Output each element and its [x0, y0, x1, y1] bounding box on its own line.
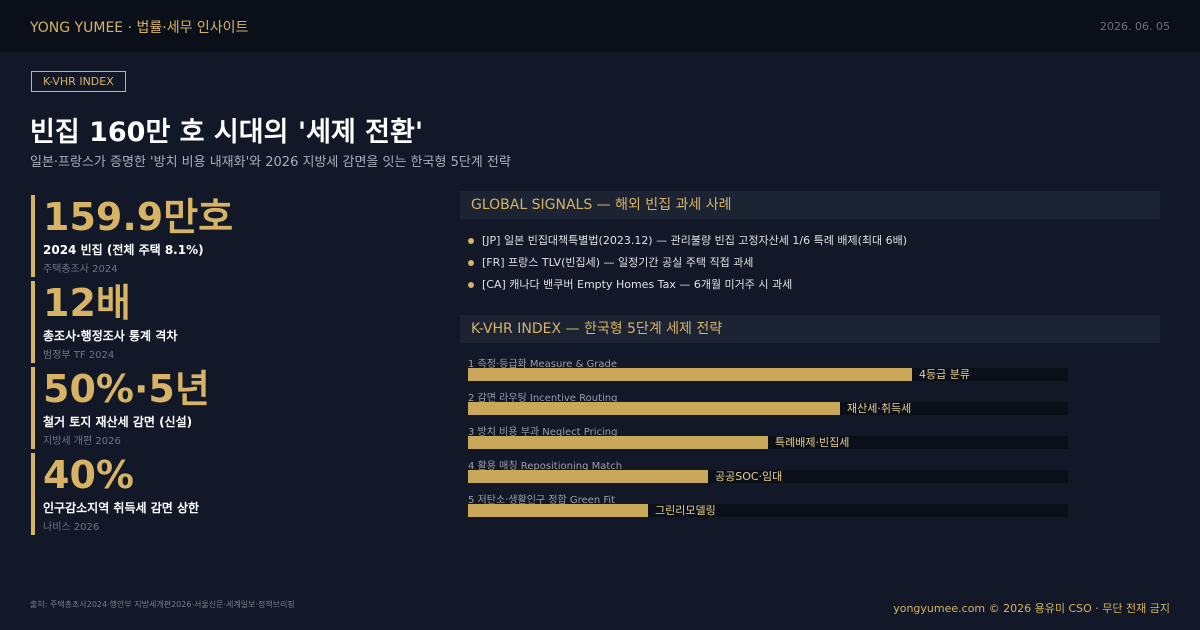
item-label: 1 측정·등급화 Measure & Grade	[468, 359, 618, 370]
bar-track: 그린리모델링	[468, 504, 1068, 517]
stat-value: 40%	[43, 453, 134, 497]
bar-label: 그린리모델링	[655, 504, 716, 517]
bar-track: 공공SOC·임대	[468, 470, 1068, 483]
stat-label: 2024 빈집 (전체 주택 8.1%)	[43, 243, 204, 257]
bar-track: 4등급 분류	[468, 368, 1068, 381]
stat-source: 범정부 TF 2024	[43, 350, 115, 361]
bar	[468, 436, 768, 449]
stat-value: 159.9만호	[43, 195, 234, 239]
stat-source: 나비스 2026	[43, 522, 100, 533]
bar	[468, 368, 912, 381]
bar	[468, 470, 708, 483]
top-bar	[0, 0, 1200, 52]
bar-label: 특례배제·빈집세	[775, 436, 850, 449]
bar	[468, 402, 840, 415]
section-heading: K-VHR INDEX — 한국형 5단계 세제 전략	[460, 315, 1160, 343]
bullet-item: [CA] 캐나다 밴쿠버 Empty Homes Tax — 6개월 미거주 시…	[468, 276, 792, 292]
brand: YONG YUMEE · 법률·세무 인사이트	[30, 20, 249, 36]
date: 2026. 06. 05	[1100, 20, 1170, 33]
stat-block: 159.9만호 2024 빈집 (전체 주택 8.1%) 주택총조사 2024	[31, 195, 411, 277]
bar	[468, 504, 648, 517]
bar-label: 공공SOC·임대	[715, 470, 783, 483]
title: 빈집 160만 호 시대의 '세제 전환'	[30, 117, 424, 148]
item-label: 3 방치 비용 부과 Neglect Pricing	[468, 427, 618, 438]
bullet-item: [JP] 일본 빈집대책특별법(2023.12) — 관리불량 빈집 고정자산세…	[468, 232, 907, 248]
subtitle: 일본·프랑스가 증명한 '방치 비용 내재화'와 2026 지방세 감면을 잇는…	[30, 155, 511, 170]
tag: K-VHR INDEX	[31, 71, 126, 92]
bar-label: 4등급 분류	[919, 368, 970, 381]
stat-value: 12배	[43, 281, 131, 325]
stat-label: 인구감소지역 취득세 감면 상한	[43, 501, 200, 515]
stat-label: 철거 토지 재산세 감면 (신설)	[43, 415, 193, 429]
bullet-item: [FR] 프랑스 TLV(빈집세) — 일정기간 공실 주택 직접 과세	[468, 254, 753, 270]
stat-source: 주택총조사 2024	[43, 264, 118, 275]
item-label: 4 활용 매칭 Repositioning Match	[468, 461, 623, 472]
bar-track: 재산세·취득세	[468, 402, 1068, 415]
bar-label: 재산세·취득세	[847, 402, 912, 415]
item-label: 5 저탄소·생활인구 정합 Green Fit	[468, 495, 616, 506]
stat-value: 50%·5년	[43, 367, 210, 411]
bar-track: 특례배제·빈집세	[468, 436, 1068, 449]
stat-label: 총조사·행정조사 통계 격차	[43, 329, 178, 343]
sources: 출처: 주택총조사2024·행안부 지방세개편2026·서울신문·세계일보·정책…	[30, 600, 295, 609]
section-heading: GLOBAL SIGNALS — 해외 빈집 과세 사례	[460, 191, 1160, 219]
item-label: 2 감면 라우팅 Incentive Routing	[468, 393, 618, 404]
footer-credit: yongyumee.com © 2026 용유미 CSO · 무단 전재 금지	[893, 602, 1170, 615]
stat-source: 지방세 개편 2026	[43, 436, 121, 447]
